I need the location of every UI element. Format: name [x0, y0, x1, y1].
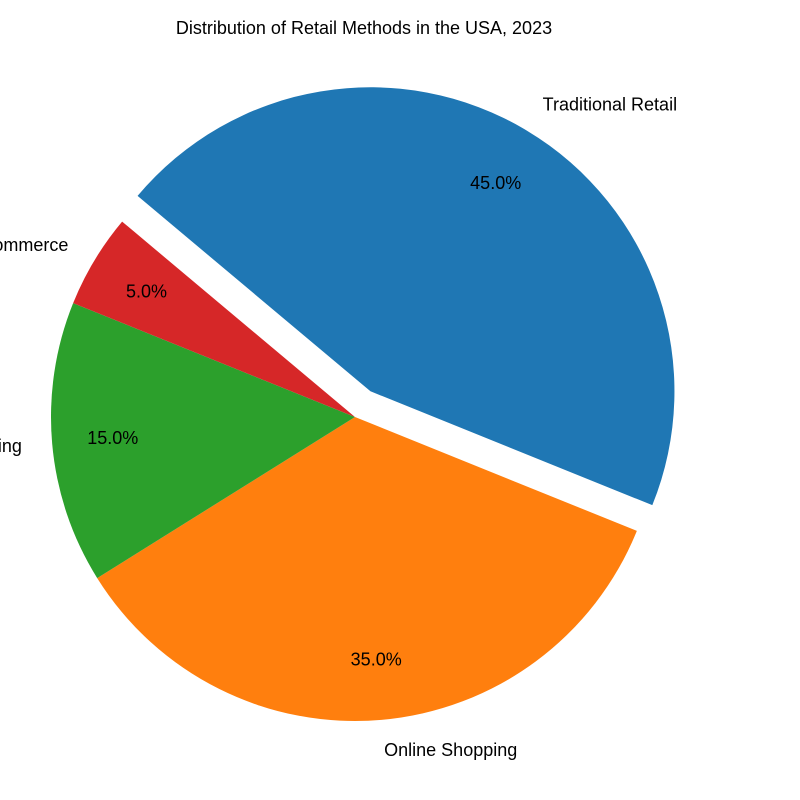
pct-label-online-shopping: 35.0% [351, 649, 402, 669]
label-social-commerce: Social Commerce [0, 235, 68, 255]
chart-title: Distribution of Retail Methods in the US… [176, 18, 552, 38]
label-online-shopping: Online Shopping [384, 740, 517, 760]
slice-mobile-shopping [51, 303, 355, 579]
label-traditional-retail: Traditional Retail [543, 95, 677, 115]
label-mobile-shopping: Mobile Shopping [0, 436, 22, 456]
pie-labels: Traditional Retail 45.0% Online Shopping 35… [0, 95, 677, 760]
pie-slices [51, 87, 675, 722]
pct-label-social-commerce: 5.0% [126, 282, 167, 302]
slice-traditional-retail [137, 87, 675, 506]
pct-label-traditional-retail: 45.0% [470, 173, 521, 193]
slice-online-shopping [97, 417, 637, 722]
slice-social-commerce [73, 221, 355, 417]
pct-label-mobile-shopping: 15.0% [87, 428, 138, 448]
